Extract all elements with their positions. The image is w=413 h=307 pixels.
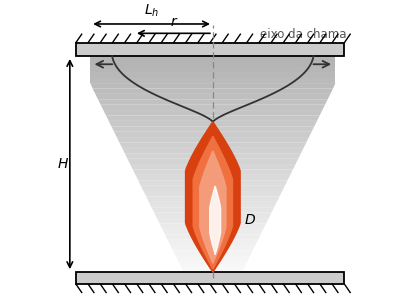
Polygon shape — [170, 245, 255, 251]
Polygon shape — [135, 175, 290, 180]
Polygon shape — [130, 164, 295, 169]
Polygon shape — [151, 207, 273, 213]
Text: $L_h$: $L_h$ — [144, 2, 159, 19]
Polygon shape — [76, 43, 343, 56]
Polygon shape — [164, 234, 260, 240]
Text: H: H — [58, 157, 68, 171]
Text: eixo da chama: eixo da chama — [259, 28, 345, 41]
Polygon shape — [127, 159, 297, 164]
Polygon shape — [178, 261, 247, 267]
Text: r: r — [170, 15, 176, 29]
Polygon shape — [157, 218, 268, 223]
Polygon shape — [116, 137, 308, 142]
Polygon shape — [90, 72, 335, 78]
Polygon shape — [167, 240, 257, 245]
Polygon shape — [122, 148, 303, 153]
Polygon shape — [146, 196, 279, 202]
Polygon shape — [199, 151, 225, 263]
Polygon shape — [175, 256, 249, 261]
Polygon shape — [162, 229, 263, 234]
Polygon shape — [119, 142, 306, 148]
Polygon shape — [90, 83, 335, 88]
Polygon shape — [159, 223, 266, 229]
Polygon shape — [90, 61, 335, 67]
Polygon shape — [124, 153, 300, 159]
Polygon shape — [173, 251, 252, 256]
Polygon shape — [95, 94, 330, 99]
Polygon shape — [138, 180, 287, 186]
Polygon shape — [103, 110, 322, 115]
Polygon shape — [90, 67, 335, 72]
Polygon shape — [108, 121, 316, 126]
Polygon shape — [133, 169, 292, 175]
Polygon shape — [90, 78, 335, 83]
Polygon shape — [100, 105, 324, 110]
Polygon shape — [185, 122, 240, 272]
Polygon shape — [98, 99, 327, 105]
Text: D: D — [244, 212, 255, 227]
Polygon shape — [143, 191, 282, 196]
Polygon shape — [154, 213, 271, 218]
Polygon shape — [76, 272, 343, 284]
Polygon shape — [114, 132, 311, 137]
Polygon shape — [90, 56, 335, 61]
Polygon shape — [106, 115, 319, 121]
Polygon shape — [193, 136, 232, 269]
Polygon shape — [140, 186, 284, 191]
Polygon shape — [148, 202, 276, 207]
Polygon shape — [209, 186, 220, 255]
Polygon shape — [111, 126, 313, 132]
Polygon shape — [93, 88, 332, 94]
Polygon shape — [180, 267, 244, 272]
